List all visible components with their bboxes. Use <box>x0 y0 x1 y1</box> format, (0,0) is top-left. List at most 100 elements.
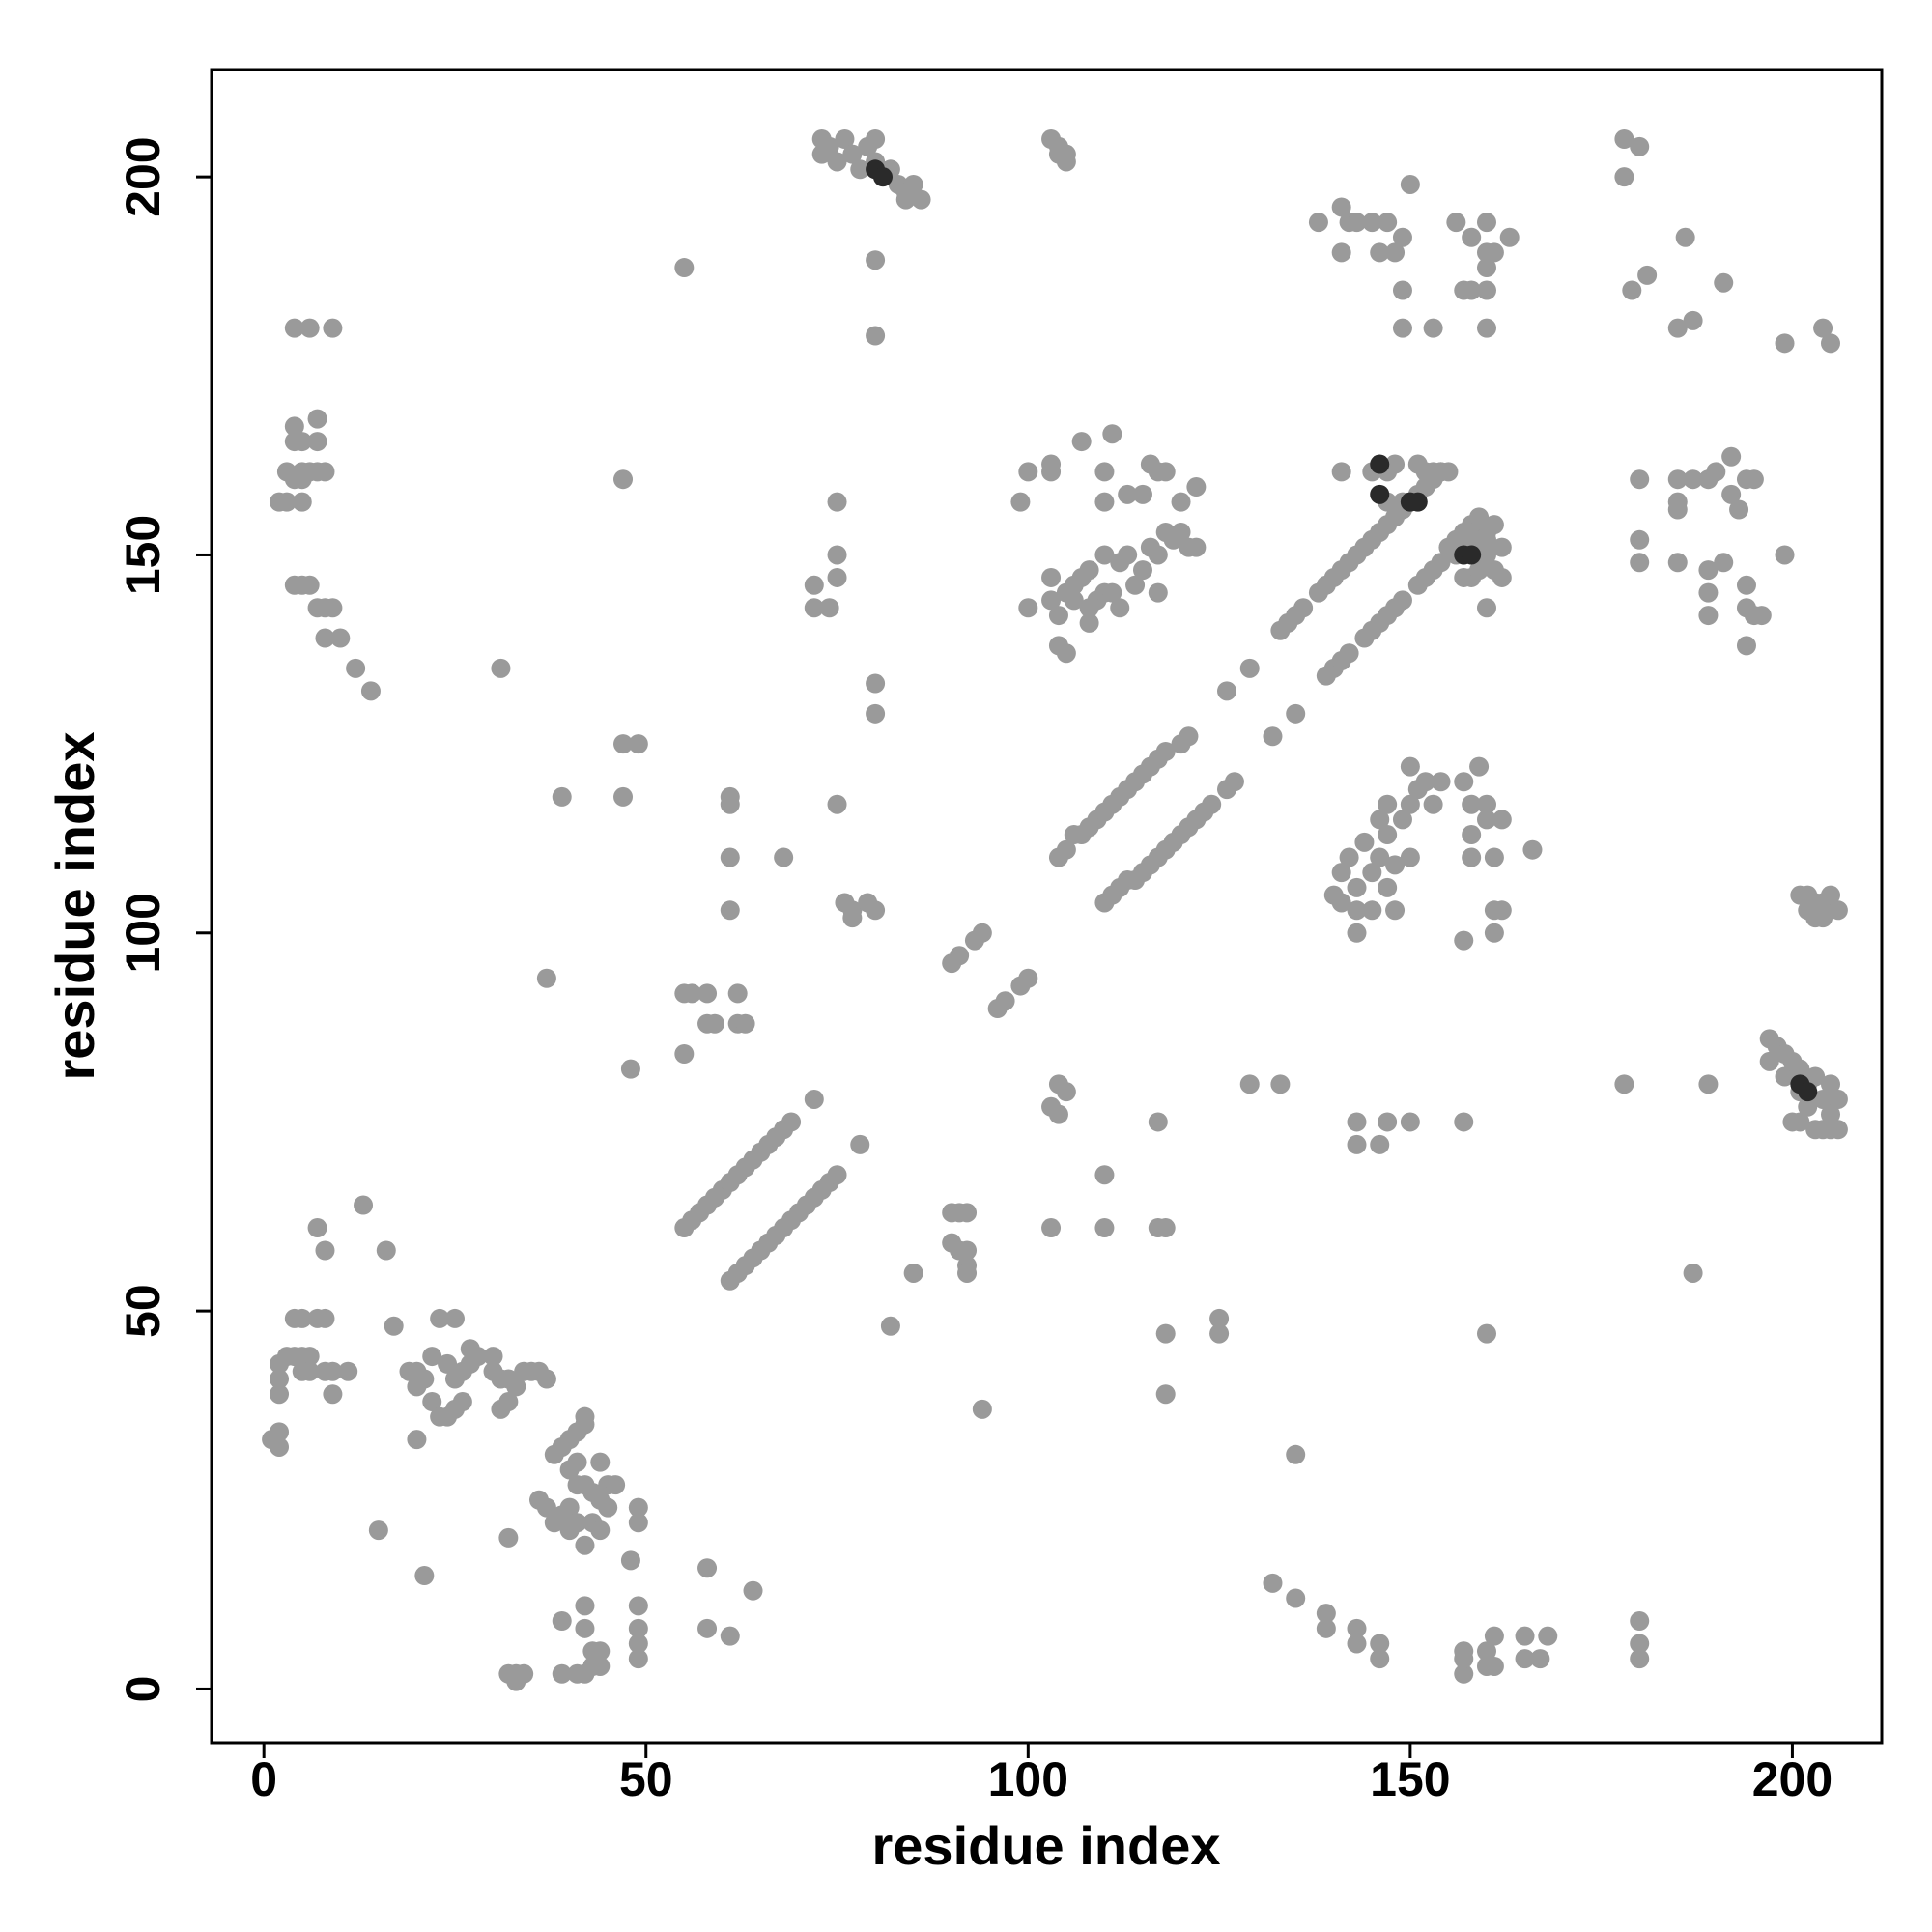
point <box>1813 1089 1833 1109</box>
point <box>866 326 886 346</box>
point <box>1476 794 1496 814</box>
point <box>1094 545 1115 565</box>
x-tick-label: 0 <box>250 1752 277 1806</box>
point <box>575 1535 595 1555</box>
point <box>1775 545 1795 565</box>
point <box>620 1059 640 1079</box>
plot-area <box>262 129 1848 1691</box>
point <box>1431 462 1451 482</box>
point <box>1667 499 1688 520</box>
point <box>1454 930 1474 951</box>
point <box>1630 1649 1650 1669</box>
point <box>299 1361 320 1381</box>
point <box>506 1377 526 1397</box>
point <box>1400 847 1420 867</box>
point <box>491 658 511 678</box>
point <box>1385 855 1406 875</box>
point <box>559 1497 580 1518</box>
point <box>1347 1618 1367 1638</box>
point <box>697 983 718 1004</box>
point <box>674 258 695 278</box>
point <box>827 152 847 172</box>
point <box>1484 923 1504 943</box>
y-tick-label: 100 <box>116 893 170 973</box>
point <box>873 167 894 187</box>
point <box>1125 575 1146 595</box>
point <box>1813 318 1833 338</box>
point <box>1155 1323 1176 1344</box>
x-tick-label: 150 <box>1370 1752 1450 1806</box>
point <box>452 1392 472 1412</box>
point <box>1171 522 1191 542</box>
point <box>514 1663 534 1684</box>
point <box>1217 681 1237 701</box>
point <box>682 983 702 1004</box>
point <box>270 1369 290 1389</box>
point <box>1094 492 1115 512</box>
point <box>1378 1112 1398 1132</box>
point <box>995 991 1015 1011</box>
point <box>1828 900 1848 921</box>
point <box>1378 877 1398 897</box>
point <box>552 1663 572 1684</box>
point <box>1462 847 1482 867</box>
point <box>1378 794 1398 814</box>
point <box>323 1384 343 1405</box>
point <box>536 1497 556 1518</box>
point <box>1820 1104 1840 1124</box>
point <box>1347 1134 1367 1154</box>
point <box>1079 598 1099 618</box>
point <box>1667 469 1688 490</box>
point <box>575 1596 595 1616</box>
point <box>1667 318 1688 338</box>
point <box>1056 582 1076 603</box>
point <box>292 492 312 512</box>
point <box>1148 545 1168 565</box>
point <box>606 1475 626 1495</box>
point <box>972 1399 992 1419</box>
point <box>1056 643 1076 664</box>
point <box>315 628 335 648</box>
point <box>1339 643 1359 664</box>
point <box>354 1195 374 1215</box>
point <box>1484 1626 1504 1646</box>
point <box>1476 213 1496 233</box>
point <box>1370 1134 1390 1154</box>
point <box>1415 772 1435 792</box>
point <box>1155 741 1176 761</box>
point <box>613 469 634 490</box>
point <box>1392 318 1412 338</box>
y-tick-label: 200 <box>116 136 170 216</box>
point <box>1515 1626 1535 1646</box>
point <box>628 1596 648 1616</box>
point <box>1392 280 1412 300</box>
point <box>1614 1074 1634 1094</box>
point <box>468 1347 488 1367</box>
point <box>536 968 556 988</box>
point <box>1476 598 1496 618</box>
point <box>1155 462 1176 482</box>
point <box>1805 1066 1826 1087</box>
point <box>1056 1082 1076 1102</box>
point <box>1094 1218 1115 1238</box>
point <box>1263 726 1283 747</box>
point <box>1102 424 1122 444</box>
point <box>1385 900 1406 921</box>
point <box>299 575 320 595</box>
point <box>1041 590 1062 611</box>
point <box>1431 553 1451 573</box>
point <box>1675 227 1695 247</box>
point <box>414 1566 435 1586</box>
point <box>628 1497 648 1518</box>
point <box>559 1520 580 1541</box>
point <box>1370 454 1390 474</box>
point <box>498 1663 519 1684</box>
point <box>1056 839 1076 860</box>
point <box>1476 318 1496 338</box>
point <box>1392 810 1412 830</box>
point <box>628 1649 648 1669</box>
point <box>430 1308 450 1328</box>
point <box>1706 462 1726 482</box>
point <box>850 1134 870 1154</box>
point <box>1094 462 1115 482</box>
